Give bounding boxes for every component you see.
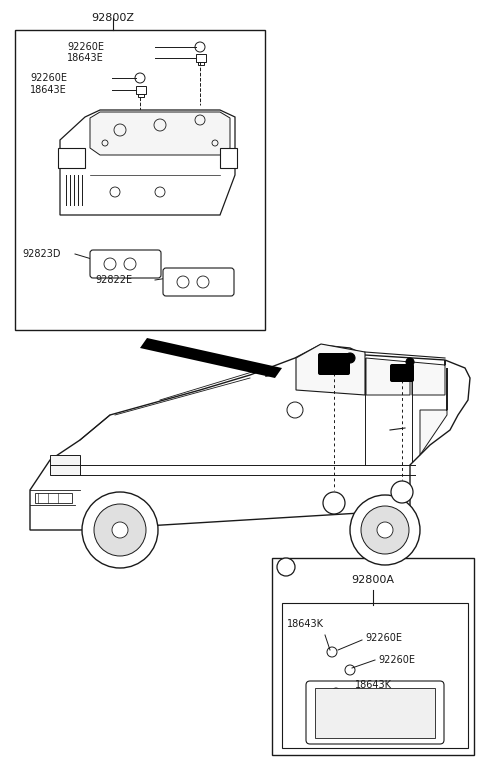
Circle shape <box>82 492 158 568</box>
Bar <box>50 455 80 475</box>
Polygon shape <box>366 358 410 395</box>
FancyBboxPatch shape <box>390 364 414 382</box>
Circle shape <box>112 522 128 538</box>
Text: 92260E: 92260E <box>378 655 415 665</box>
Circle shape <box>277 558 295 576</box>
FancyBboxPatch shape <box>90 250 161 278</box>
Bar <box>196 54 206 62</box>
Bar <box>410 695 435 710</box>
Bar <box>160 162 210 172</box>
Text: 18643K: 18643K <box>355 680 392 690</box>
Bar <box>138 94 144 97</box>
Text: 92260E: 92260E <box>30 73 67 83</box>
Circle shape <box>377 522 393 538</box>
Bar <box>320 695 345 710</box>
Bar <box>198 62 204 65</box>
FancyBboxPatch shape <box>318 353 350 375</box>
Text: 18643E: 18643E <box>67 53 104 63</box>
Polygon shape <box>140 338 282 378</box>
Text: 18643E: 18643E <box>30 85 67 95</box>
Polygon shape <box>412 360 445 395</box>
Bar <box>35 493 72 503</box>
Circle shape <box>345 353 355 363</box>
Polygon shape <box>58 148 85 168</box>
Polygon shape <box>90 112 230 155</box>
Text: a: a <box>399 487 405 497</box>
Bar <box>350 695 375 710</box>
Polygon shape <box>60 110 235 215</box>
Circle shape <box>287 402 303 418</box>
Bar <box>90 158 220 212</box>
Bar <box>380 695 405 710</box>
Circle shape <box>94 504 146 556</box>
Polygon shape <box>220 148 237 168</box>
Circle shape <box>406 358 414 366</box>
Text: 92260E: 92260E <box>67 42 104 52</box>
Text: a: a <box>331 498 337 508</box>
Polygon shape <box>420 368 447 455</box>
Bar <box>136 86 146 94</box>
Bar <box>282 603 468 748</box>
Circle shape <box>350 495 420 565</box>
Bar <box>272 558 474 755</box>
Text: 92800Z: 92800Z <box>92 13 134 23</box>
Text: 18643K: 18643K <box>287 619 324 629</box>
Bar <box>105 162 155 172</box>
Polygon shape <box>30 345 470 530</box>
Bar <box>15 30 265 330</box>
Bar <box>315 688 435 738</box>
Text: 92822E: 92822E <box>95 275 132 285</box>
Circle shape <box>361 506 409 554</box>
Text: a: a <box>283 562 289 571</box>
Text: 92823D: 92823D <box>22 249 60 259</box>
Circle shape <box>323 492 345 514</box>
FancyBboxPatch shape <box>306 681 444 744</box>
Polygon shape <box>296 344 365 395</box>
Circle shape <box>391 481 413 503</box>
Text: 92260E: 92260E <box>365 633 402 643</box>
Text: 92800A: 92800A <box>351 575 395 585</box>
FancyBboxPatch shape <box>163 268 234 296</box>
